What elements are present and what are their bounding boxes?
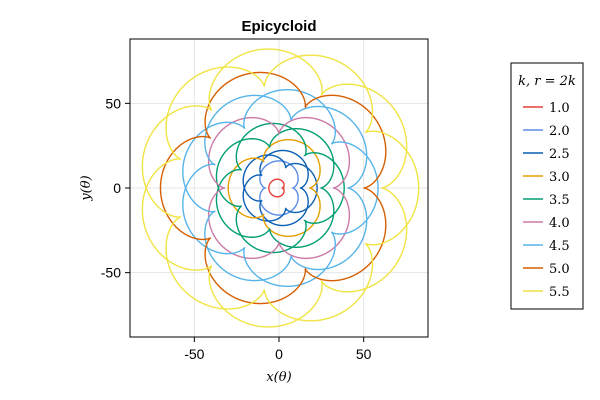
legend-label: 3.0 [549, 170, 570, 185]
legend: k, r = 2k 1.0 2.0 2.5 3.0 3.5 4.0 4.5 5.0 5.5 [510, 62, 584, 310]
legend-label: 5.5 [549, 285, 570, 300]
x-axis-label: x(θ) [266, 370, 291, 385]
series-line-4-5 [182, 88, 379, 288]
legend-box [510, 62, 584, 310]
legend-label: 1.0 [549, 101, 570, 116]
legend-label: 3.5 [549, 193, 570, 208]
y-tick-label: -50 [101, 265, 121, 281]
series-line-5-5 [141, 48, 420, 328]
x-tick-label: 50 [356, 346, 372, 362]
legend-label: 2.0 [549, 124, 570, 139]
series-line-1-0 [268, 178, 285, 198]
y-axis-label: y(θ) [79, 175, 94, 201]
legend-label: 5.0 [549, 262, 570, 277]
legend-label: 4.0 [549, 216, 570, 231]
y-tick-label: 0 [113, 180, 121, 196]
chart-title: Epicycloid [241, 18, 316, 35]
legend-label: 2.5 [549, 147, 570, 162]
series-line-5-0 [159, 71, 387, 305]
series-curves [141, 48, 420, 328]
series-line-3-5 [215, 122, 345, 254]
legend-label: 4.5 [549, 239, 570, 254]
y-tick-label: 50 [105, 95, 121, 111]
series-line-4-0 [207, 116, 351, 260]
legend-title: k, r = 2k [518, 74, 576, 89]
axis-ticks: -50 0 50 -50 0 50 [101, 95, 372, 362]
x-tick-label: 0 [275, 346, 283, 362]
legend-items: 1.0 2.0 2.5 3.0 3.5 4.0 4.5 5.0 5.5 [523, 101, 570, 300]
series-line-2-5 [242, 149, 318, 227]
series-line-2-0 [259, 160, 299, 216]
x-tick-label: -50 [184, 346, 204, 362]
